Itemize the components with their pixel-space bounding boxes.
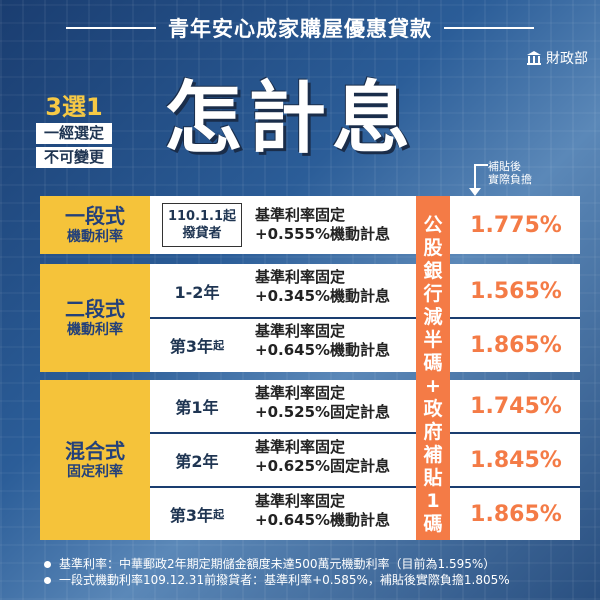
option-1-period-line-1: 110.1.1起 <box>167 209 237 224</box>
option-2-row-2-period-text: 第3年 <box>169 337 214 356</box>
side-banner: 公股銀行減半碼 + 政府補貼 1 碼 <box>416 196 450 540</box>
note-1: 基準利率：中華郵政2年期定期儲金額度未達500萬元機動利率（目前為1.595%） <box>44 556 510 572</box>
option-3-row-3-period-suffix: 起 <box>213 508 225 521</box>
option-3-row-1-final-rate: 1.745% <box>470 393 562 419</box>
option-3-name: 混合式 <box>65 439 125 463</box>
option-3-divider-1 <box>150 432 580 434</box>
option-3-row-3-rate-line-1: 基準利率固定 <box>255 492 346 510</box>
choose-line-2: 不可變更 <box>35 147 112 168</box>
option-3-row-2-final-rate: 1.845% <box>470 447 562 473</box>
option-2-row-1-rate: 基準利率固定 +0.345%機動計息 <box>255 268 390 306</box>
option-2-type: 機動利率 <box>67 322 123 338</box>
option-2-row-1-final-rate: 1.565% <box>470 278 562 304</box>
option-1-rate-line-2: +0.555%機動計息 <box>255 225 391 243</box>
option-2-row-2-period-suffix: 起 <box>213 339 225 352</box>
option-1-period: 110.1.1起 撥貸者 <box>162 203 242 247</box>
option-3-divider-2 <box>150 486 580 488</box>
note-2: 一段式機動利率109.12.31前撥貸者：基準利率+0.585%，補貼後實際負擔… <box>44 572 510 588</box>
subsidy-note-line-2: 實際負擔 <box>488 173 532 186</box>
option-3-type: 固定利率 <box>67 464 123 480</box>
main-heading: 怎計息 <box>163 74 416 164</box>
option-3-row-3-period-text: 第3年 <box>169 506 214 525</box>
choose-line-1: 一經選定 <box>35 123 112 144</box>
option-3-row-2-rate: 基準利率固定 +0.625%固定計息 <box>255 438 390 476</box>
option-2-row-2-rate-line-2: +0.645%機動計息 <box>255 341 391 359</box>
option-1-rate: 基準利率固定 +0.555%機動計息 <box>255 206 390 244</box>
option-3-row-1-period: 第1年 <box>175 398 219 417</box>
option-2-row-1-rate-line-1: 基準利率固定 <box>255 268 346 286</box>
header: 青年安心成家購屋優惠貸款 <box>0 8 600 48</box>
option-3-row-3-rate-line-2: +0.645%機動計息 <box>255 511 391 529</box>
side-banner-text: 公股銀行減半碼 + 政府補貼 1 碼 <box>423 214 443 535</box>
option-3-row-1-rate-line-1: 基準利率固定 <box>255 384 346 402</box>
option-2-divider <box>150 317 580 319</box>
option-3-row-2-period: 第2年 <box>175 452 219 471</box>
option-1-type: 機動利率 <box>67 229 123 245</box>
option-3-category: 混合式 固定利率 <box>40 380 150 540</box>
option-1-final-rate: 1.775% <box>470 212 562 238</box>
choose-badge: 3選1 一經選定 不可變更 <box>10 94 138 168</box>
option-2-row-2-rate-line-1: 基準利率固定 <box>255 322 346 340</box>
subsidy-note: 補貼後 實際負擔 <box>488 160 578 186</box>
page-title: 青年安心成家購屋優惠貸款 <box>168 17 432 41</box>
option-2-row-1-rate-line-2: +0.345%機動計息 <box>255 287 391 305</box>
option-1-period-line-2: 撥貸者 <box>182 226 222 241</box>
building-icon <box>527 51 541 65</box>
arrow-icon <box>469 164 488 196</box>
note-2-text: 一段式機動利率109.12.31前撥貸者：基準利率+0.585%，補貼後實際負擔… <box>59 573 510 587</box>
subsidy-note-line-1: 補貼後 <box>488 160 521 173</box>
header-line-right <box>444 27 534 29</box>
option-3-row-3-final-rate: 1.865% <box>470 501 562 527</box>
option-3-row-3-period: 第3年起 <box>152 488 242 540</box>
option-3-row-3-rate: 基準利率固定 +0.645%機動計息 <box>255 492 390 530</box>
option-2-row-1-period: 1-2年 <box>174 283 220 302</box>
ministry-name: 財政部 <box>546 51 588 67</box>
option-2-row-2-period: 第3年起 <box>152 318 242 372</box>
option-2-name: 二段式 <box>65 297 125 321</box>
option-2-row-2-rate: 基準利率固定 +0.645%機動計息 <box>255 322 390 360</box>
option-2-row-2-final-rate: 1.865% <box>470 332 562 358</box>
option-1-name: 一段式 <box>65 204 125 228</box>
choose-count: 3選1 <box>45 93 103 121</box>
option-3-row-1-rate-line-2: +0.525%固定計息 <box>255 403 391 421</box>
option-1-rate-line-1: 基準利率固定 <box>255 206 346 224</box>
note-1-text: 基準利率：中華郵政2年期定期儲金額度未達500萬元機動利率（目前為1.595%） <box>59 557 496 571</box>
option-3-row-2-rate-line-1: 基準利率固定 <box>255 438 346 456</box>
option-2-category: 二段式 機動利率 <box>40 264 150 372</box>
bullet-icon <box>44 561 51 568</box>
option-3-row-1-rate: 基準利率固定 +0.525%固定計息 <box>255 384 390 422</box>
bullet-icon <box>44 577 51 584</box>
ministry-logo: 財政部 <box>526 48 588 68</box>
header-line-left <box>66 27 156 29</box>
option-1-category: 一段式 機動利率 <box>40 196 150 254</box>
notes: 基準利率：中華郵政2年期定期儲金額度未達500萬元機動利率（目前為1.595%）… <box>44 556 510 588</box>
option-3-row-2-rate-line-2: +0.625%固定計息 <box>255 457 391 475</box>
